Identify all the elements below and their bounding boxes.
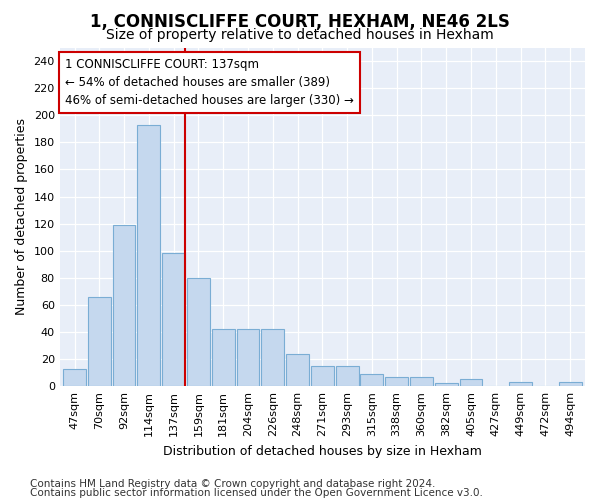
Bar [336,366,359,386]
Text: 1 CONNISCLIFFE COURT: 137sqm
← 54% of detached houses are smaller (389)
46% of s: 1 CONNISCLIFFE COURT: 137sqm ← 54% of de… [65,58,354,106]
Bar [311,366,334,386]
Bar [63,368,86,386]
Bar [162,254,185,386]
Bar [509,382,532,386]
Bar [559,382,581,386]
Y-axis label: Number of detached properties: Number of detached properties [15,118,28,316]
Bar [137,124,160,386]
Bar [361,374,383,386]
X-axis label: Distribution of detached houses by size in Hexham: Distribution of detached houses by size … [163,444,482,458]
Bar [113,225,136,386]
Bar [88,297,111,386]
Bar [236,330,259,386]
Bar [187,278,210,386]
Bar [435,384,458,386]
Bar [212,330,235,386]
Bar [410,376,433,386]
Bar [262,330,284,386]
Bar [385,376,408,386]
Bar [286,354,309,386]
Text: Size of property relative to detached houses in Hexham: Size of property relative to detached ho… [106,28,494,42]
Bar [460,380,482,386]
Text: 1, CONNISCLIFFE COURT, HEXHAM, NE46 2LS: 1, CONNISCLIFFE COURT, HEXHAM, NE46 2LS [90,12,510,30]
Text: Contains public sector information licensed under the Open Government Licence v3: Contains public sector information licen… [30,488,483,498]
Text: Contains HM Land Registry data © Crown copyright and database right 2024.: Contains HM Land Registry data © Crown c… [30,479,436,489]
